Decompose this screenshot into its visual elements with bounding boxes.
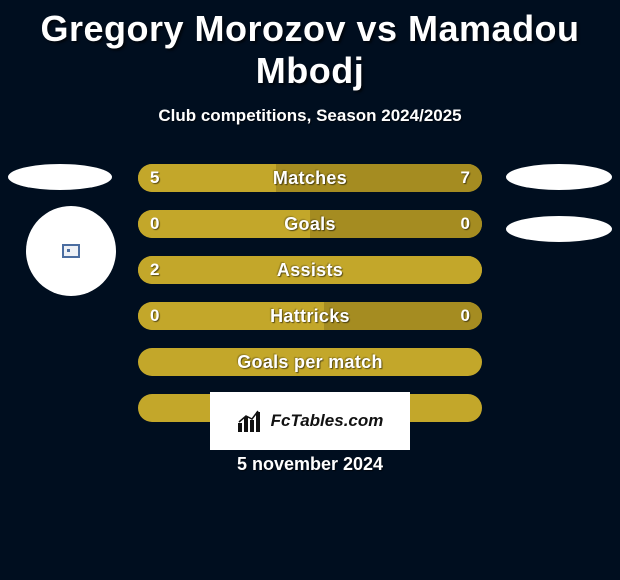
- snapshot-date: 5 november 2024: [0, 454, 620, 475]
- stat-value-left: 0: [150, 210, 159, 238]
- stat-seg-left: [138, 256, 482, 284]
- player-right-badge-1: [506, 164, 612, 190]
- stat-seg-right: [324, 302, 482, 330]
- stat-row: 57Matches: [138, 164, 482, 192]
- stat-value-right: 7: [461, 164, 470, 192]
- stat-value-left: 0: [150, 302, 159, 330]
- brand-text: FcTables.com: [271, 411, 384, 431]
- stat-value-right: 0: [461, 302, 470, 330]
- stat-value-right: 0: [461, 210, 470, 238]
- stat-row: Goals per match: [138, 348, 482, 376]
- stat-seg-left: [138, 210, 310, 238]
- brand-footer: FcTables.com: [210, 392, 410, 450]
- season-subtitle: Club competitions, Season 2024/2025: [0, 106, 620, 126]
- stat-value-left: 5: [150, 164, 159, 192]
- stat-seg-right: [310, 210, 482, 238]
- stat-seg-right: [276, 164, 482, 192]
- avatar-placeholder-icon: [62, 244, 80, 258]
- player-right-badge-2: [506, 216, 612, 242]
- stat-value-left: 2: [150, 256, 159, 284]
- stat-seg-left: [138, 302, 324, 330]
- stat-row: 2Assists: [138, 256, 482, 284]
- bars-icon: [237, 409, 265, 433]
- player-left-badge: [8, 164, 112, 190]
- player-left-avatar: [26, 206, 116, 296]
- stat-label: Goals per match: [138, 348, 482, 376]
- stat-row: 00Goals: [138, 210, 482, 238]
- page-title: Gregory Morozov vs Mamadou Mbodj: [0, 0, 620, 92]
- stat-row: 00Hattricks: [138, 302, 482, 330]
